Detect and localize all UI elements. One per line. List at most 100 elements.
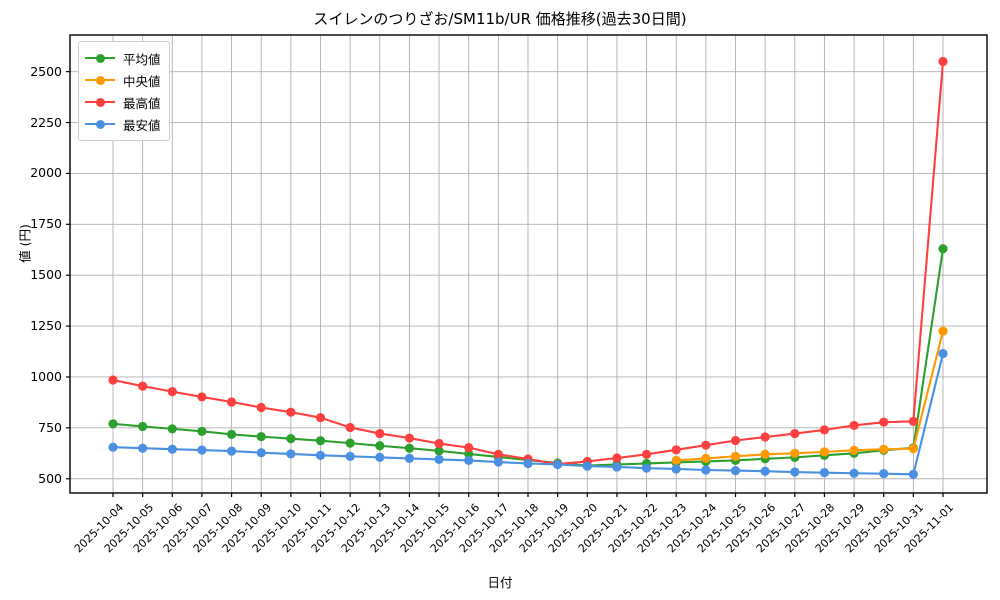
data-point [315,413,326,423]
legend-label: 平均値 [123,51,161,67]
data-point [226,397,237,407]
data-point [938,348,948,359]
data-point [197,392,207,402]
data-point [671,464,681,474]
y-tick-label: 750 [38,419,62,435]
data-point [345,422,355,433]
axis-frame [69,34,988,494]
legend-label: 中央値 [123,73,161,89]
data-point [582,461,592,471]
data-point [938,56,948,67]
data-point [256,432,266,442]
data-point [197,445,207,455]
data-series [108,56,948,479]
legend-item-3[interactable]: 最安値 [85,113,161,135]
legend-swatch-icon [85,51,115,65]
legend-item-0[interactable]: 平均値 [85,47,161,69]
y-tick-label: 1250 [30,318,62,334]
data-point [671,455,681,466]
data-point [167,424,177,434]
y-axis-label: 値 (円) [17,224,33,263]
series-line-1 [675,330,945,462]
data-point [641,463,652,473]
data-point [345,438,355,448]
data-point [790,467,800,477]
data-point [790,428,800,439]
data-point [493,449,503,459]
data-point [760,466,770,476]
data-point [464,443,474,453]
data-point [226,429,237,439]
data-point [404,443,415,453]
data-point [701,465,711,475]
data-point [849,468,859,478]
data-point [879,417,889,427]
data-point [879,444,889,454]
data-point [730,466,741,476]
data-point [464,449,474,459]
data-point [819,447,830,457]
data-point [879,469,889,479]
legend-label: 最安値 [123,117,161,133]
data-point [286,407,296,417]
data-point [938,244,948,254]
legend-swatch-icon [85,95,115,109]
data-point [286,449,296,459]
y-tick-label: 1750 [30,216,62,232]
data-point [404,453,415,463]
legend-item-2[interactable]: 最高値 [85,91,161,113]
data-point [108,419,118,429]
y-tick-label: 2000 [30,165,62,181]
data-point [760,432,770,442]
data-point [256,402,266,413]
tick-marks [66,71,944,497]
data-point [493,457,503,467]
data-point [819,425,830,435]
data-point [108,442,118,452]
data-point [286,434,296,444]
data-point [464,455,474,466]
data-point [671,445,681,455]
chart-legend: 平均値中央値最高値最安値 [78,41,170,141]
data-point [523,458,533,469]
chart-title: スイレンのつりざお/SM11b/UR 価格推移(過去30日間) [313,10,687,28]
y-tick-label: 2500 [30,63,62,79]
grid-lines [70,35,987,493]
data-point [138,443,148,453]
data-point [345,451,355,461]
legend-label: 最高値 [123,95,161,111]
x-axis-label: 日付 [487,575,513,590]
legend-swatch-icon [85,117,115,131]
data-point [375,428,385,439]
data-point [938,326,948,336]
data-point [730,435,741,446]
data-point [701,440,711,450]
data-point [404,433,415,443]
data-point [226,446,237,456]
data-point [375,452,385,462]
data-point [849,420,859,431]
data-point [434,446,444,456]
data-point [315,436,326,446]
data-point [790,448,800,458]
data-point [553,459,563,470]
y-tick-label: 500 [38,470,62,486]
data-point [167,444,177,454]
data-point [167,387,177,397]
data-point [908,416,918,426]
data-point [730,451,741,461]
data-point [641,449,652,459]
y-tick-label: 1500 [30,267,62,283]
data-point [819,468,830,478]
data-point [701,453,711,463]
data-point [908,469,918,479]
data-point [315,450,326,460]
y-tick-label: 1000 [30,368,62,384]
data-point [908,444,918,454]
data-point [760,449,770,459]
data-point [375,441,385,451]
data-point [612,462,622,472]
legend-item-1[interactable]: 中央値 [85,69,161,91]
